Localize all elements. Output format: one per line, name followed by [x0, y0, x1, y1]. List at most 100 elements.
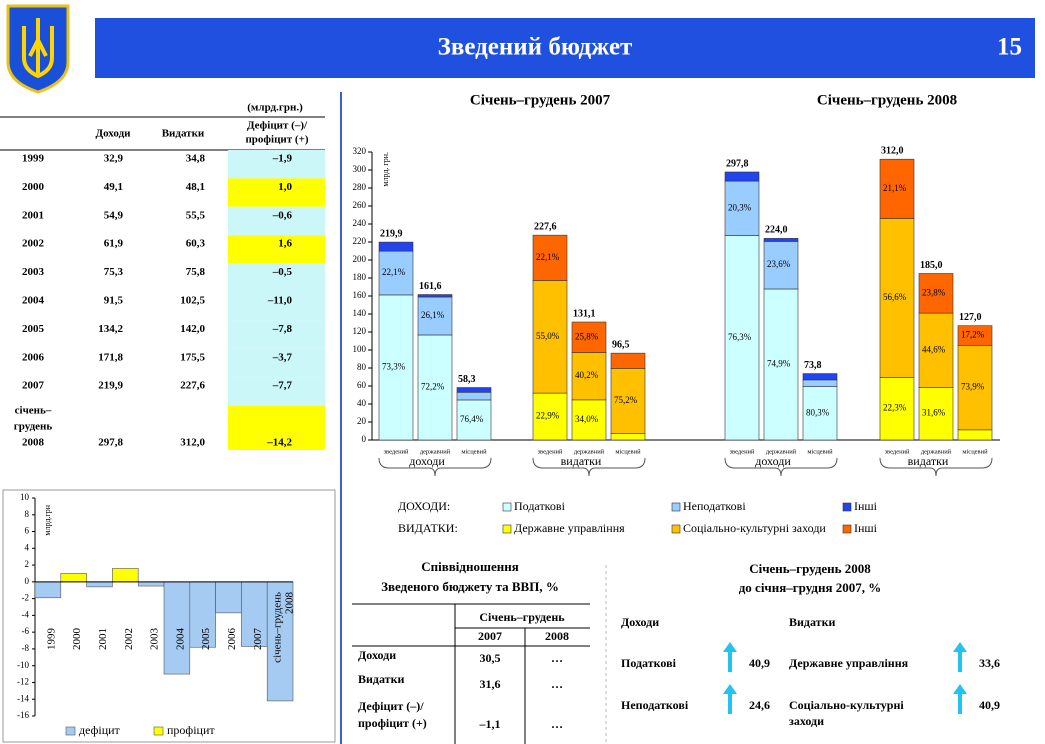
- total-label: 219,9: [380, 228, 403, 239]
- ratio-value: 31,6: [480, 677, 501, 691]
- ratio-row-label: профіцит (+): [358, 716, 427, 730]
- y-tick-label: -6: [22, 626, 30, 636]
- share-label: 75,2%: [614, 395, 638, 405]
- total-label: 185,0: [920, 260, 943, 271]
- bar-name: державний: [766, 448, 797, 455]
- total-label: 73,8: [804, 360, 822, 371]
- chart-frame: [2, 489, 336, 743]
- bar-name: державний: [574, 448, 605, 455]
- group-label: доходи: [755, 454, 791, 468]
- y-tick-label: 300: [353, 164, 367, 174]
- legend-title: ДОХОДИ:: [398, 499, 450, 513]
- x-tick-label: 1999: [45, 628, 57, 651]
- table-year: 2004: [22, 295, 45, 307]
- bar-segment: [724, 171, 760, 182]
- bar-name: місцевий: [962, 448, 988, 455]
- share-label: 23,6%: [767, 259, 791, 269]
- growth-label: Неподаткові: [621, 698, 689, 712]
- ratio-value: …: [551, 717, 563, 731]
- table-header: Дефіцит (–)/: [247, 120, 308, 132]
- x-tick-label: 2006: [226, 628, 238, 651]
- up-arrow: [723, 684, 737, 714]
- bar-segment: [571, 321, 607, 353]
- share-label: 74,9%: [767, 359, 791, 369]
- y-tick-label: 8: [25, 509, 30, 519]
- share-label: 23,8%: [922, 287, 946, 297]
- y-tick-label: 180: [353, 272, 367, 282]
- bar-name: державний: [420, 448, 451, 455]
- y-tick-label: 4: [25, 542, 30, 552]
- bar-segment: [879, 218, 915, 378]
- bar-name: місцевий: [615, 448, 641, 455]
- bar-segment: [763, 238, 799, 242]
- bar: [189, 581, 216, 648]
- table-year: січень–: [15, 405, 52, 417]
- x-tick-label: 2008: [284, 592, 296, 615]
- table-cell-bg: [228, 348, 325, 378]
- bar-name: зведений: [537, 448, 563, 455]
- table-header: Видатки: [162, 128, 205, 140]
- share-label: 34,0%: [575, 414, 599, 424]
- table-value: –7,7: [272, 380, 293, 392]
- share-label: 25,8%: [575, 331, 599, 341]
- share-label: 40,2%: [575, 370, 599, 380]
- table-cell-bg: [228, 178, 325, 207]
- x-tick-label: 2005: [200, 628, 212, 651]
- coat-of-arms: [6, 4, 70, 94]
- total-label: 58,3: [458, 374, 476, 385]
- ratio-row-label: Доходи: [358, 648, 396, 662]
- total-label: 96,5: [612, 339, 630, 350]
- total-label: 161,6: [419, 281, 442, 292]
- y-tick-label: -4: [22, 609, 30, 619]
- y-tick-label: 80: [357, 362, 367, 372]
- bar-segment: [378, 241, 414, 252]
- bar: [112, 568, 139, 583]
- table-header: профіцит (+): [245, 134, 308, 146]
- period-title: Січень–грудень 2008: [817, 92, 957, 108]
- bar-segment: [456, 391, 492, 401]
- share-label: 22,1%: [382, 267, 406, 277]
- table-cell-bg: [228, 320, 325, 349]
- brace: [879, 457, 993, 477]
- brace: [378, 457, 492, 477]
- table-value: 61,9: [104, 238, 124, 250]
- legend-swatch: [671, 502, 681, 512]
- share-label: 56,6%: [883, 292, 907, 302]
- bar-segment: [610, 433, 646, 441]
- total-label: 227,6: [534, 221, 557, 232]
- table-value: 75,8: [186, 266, 206, 278]
- y-tick-label: 2: [25, 559, 30, 569]
- share-label: 44,6%: [922, 344, 946, 354]
- y-tick-label: 200: [353, 254, 367, 264]
- ratio-title: Зведеного бюджету та ВВП, %: [381, 579, 559, 594]
- header-banner: [95, 18, 1035, 78]
- legend-label: Інші: [854, 499, 878, 513]
- table-value: –1,9: [272, 153, 293, 165]
- bar-segment: [957, 345, 993, 431]
- y-tick-label: 260: [353, 200, 367, 210]
- table-cell-bg: [228, 405, 325, 450]
- ratio-value: …: [551, 651, 563, 665]
- bar-name: місцевий: [461, 448, 487, 455]
- table-value: 54,9: [104, 209, 124, 221]
- bar-segment: [802, 386, 838, 441]
- share-label: 80,3%: [806, 407, 830, 417]
- up-arrow: [953, 642, 967, 672]
- y-tick-label: 0: [25, 576, 30, 586]
- bar-segment: [802, 379, 838, 387]
- table-year: 2003: [22, 266, 45, 278]
- table-year: 2005: [22, 323, 45, 335]
- bar-segment: [417, 294, 453, 298]
- y-tick-label: 120: [353, 326, 367, 336]
- total-label: 127,0: [959, 312, 982, 323]
- legend-label: дефіцит: [79, 723, 121, 737]
- y-tick-label: 60: [357, 380, 367, 390]
- table-year: 2002: [22, 238, 45, 250]
- legend-label: Державне управління: [514, 521, 625, 535]
- bar-segment: [918, 387, 954, 441]
- ratio-title: Співвідношення: [421, 559, 518, 574]
- y-tick-label: 100: [353, 344, 367, 354]
- growth-value: 33,6: [979, 656, 1000, 670]
- bar-segment: [918, 312, 954, 388]
